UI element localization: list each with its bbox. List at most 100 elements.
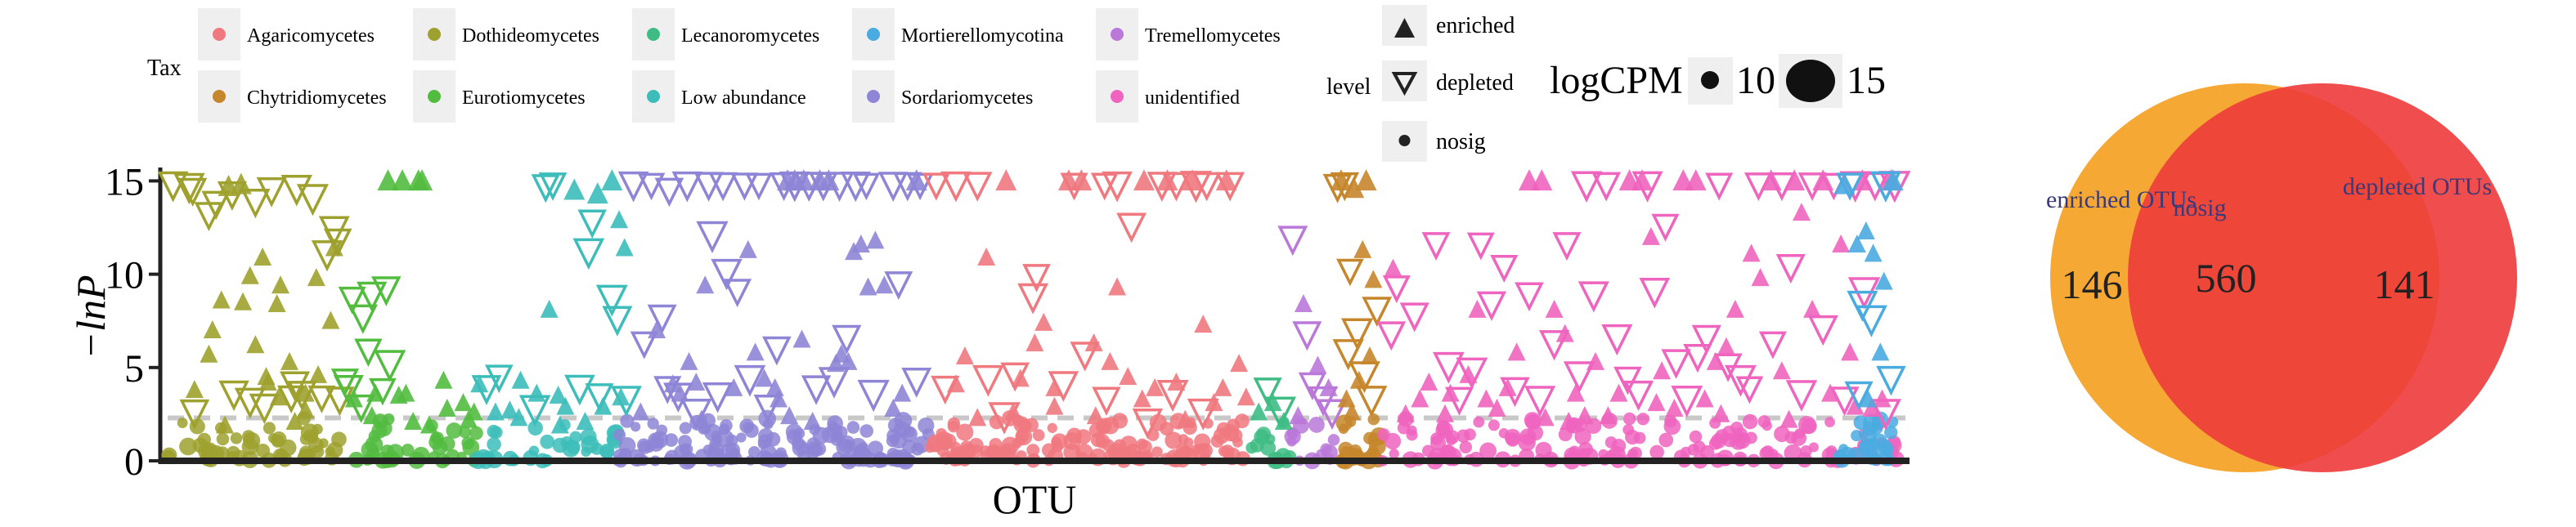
point-enriched [1820,383,1839,402]
point-nosig [429,432,442,444]
point-nosig [201,442,218,459]
point-depleted [179,399,210,430]
point-enriched [1536,408,1555,427]
triangle-up-icon [1394,18,1415,38]
point-depleted [884,271,913,301]
point-enriched [612,387,631,406]
point-nosig [1430,435,1446,451]
point-depleted [630,331,658,360]
point-depleted [1807,315,1838,346]
point-nosig [620,413,635,428]
point-depleted [734,364,766,397]
legend-tax: Tax Agaricomycetes Chytridiomycetes Dothid… [147,8,1281,123]
point-enriched [1717,337,1735,355]
point-nosig [631,422,641,432]
point-enriched [1841,342,1860,361]
point-nosig [1456,429,1470,443]
point-enriched [738,239,757,258]
point-depleted [1060,172,1088,201]
point-enriched [234,292,253,310]
point-enriched [1236,387,1255,406]
legend-size-title: logCPM [1550,59,1683,102]
point-enriched [1882,169,1904,191]
point-depleted [1466,232,1495,261]
point-enriched [296,383,315,402]
point-nosig [1308,417,1325,433]
point-depleted [637,172,666,201]
point-enriched [1647,393,1666,412]
point-depleted [1292,321,1322,351]
point-enriched [267,294,286,313]
point-depleted [1332,339,1364,371]
point-nosig [1389,449,1399,459]
point-nosig [956,423,974,441]
point-nosig [1605,449,1616,461]
point-nosig [918,417,935,435]
point-depleted [1382,275,1411,304]
point-nosig [401,444,415,457]
y-tick-label: 10 [105,254,144,297]
point-depleted [1515,282,1544,312]
point-nosig [1880,443,1894,457]
point-depleted [1538,330,1570,361]
legend-level-depleted: depleted [1436,70,1514,96]
legend-tax-label: Lecanoromycetes [681,25,819,47]
venn-label-depleted: depleted OTUs [2343,173,2492,200]
legend-tax-item: unidentified [1096,70,1240,123]
point-depleted [988,402,1021,435]
point-nosig [836,438,854,456]
point-depleted [1705,172,1734,201]
point-nosig [999,443,1016,461]
point-depleted [1322,173,1353,203]
point-enriched [1420,372,1438,391]
point-enriched [556,396,575,415]
point-depleted [671,171,703,203]
point-enriched [893,383,912,402]
point-nosig [1636,413,1649,426]
point-depleted [217,181,247,212]
point-nosig [1316,449,1326,460]
point-depleted [1500,377,1530,408]
point-nosig [1625,430,1640,445]
point-enriched [1364,270,1383,288]
point-enriched [803,411,822,430]
point-enriched [1531,169,1553,191]
point-enriched [203,320,222,339]
point-depleted [1683,344,1712,373]
plot-area: 0 5 10 15 −lnP OTU [68,160,1911,522]
point-depleted [793,172,824,203]
point-nosig [927,434,945,452]
point-depleted [801,375,832,405]
point-depleted [1570,171,1603,203]
point-nosig [179,437,197,456]
point-depleted [753,394,783,423]
point-nosig [711,434,723,445]
point-depleted [338,286,366,315]
point-enriched [615,238,634,257]
point-depleted [595,284,628,317]
point-depleted [1022,264,1051,293]
point-depleted [922,172,950,201]
point-depleted [1421,232,1451,261]
point-enriched [610,210,629,229]
point-enriched [1545,299,1564,318]
point-enriched [1751,268,1770,287]
point-nosig [1524,412,1542,429]
point-depleted [1844,381,1874,410]
venn-circle-depleted [2128,83,2517,472]
point-nosig [490,426,503,440]
point-depleted [1298,372,1327,401]
legend-swatch [1111,90,1124,103]
point-enriched [1384,258,1402,277]
point-enriched [486,402,505,421]
point-nosig [1406,429,1418,441]
point-enriched [955,346,974,365]
point-enriched [792,329,811,348]
y-tick-label: 5 [124,347,144,391]
point-enriched [1477,389,1496,408]
point-nosig [1658,432,1674,448]
point-depleted [832,324,862,355]
point-depleted [602,306,633,337]
point-nosig [1627,449,1639,460]
point-nosig [757,439,769,449]
